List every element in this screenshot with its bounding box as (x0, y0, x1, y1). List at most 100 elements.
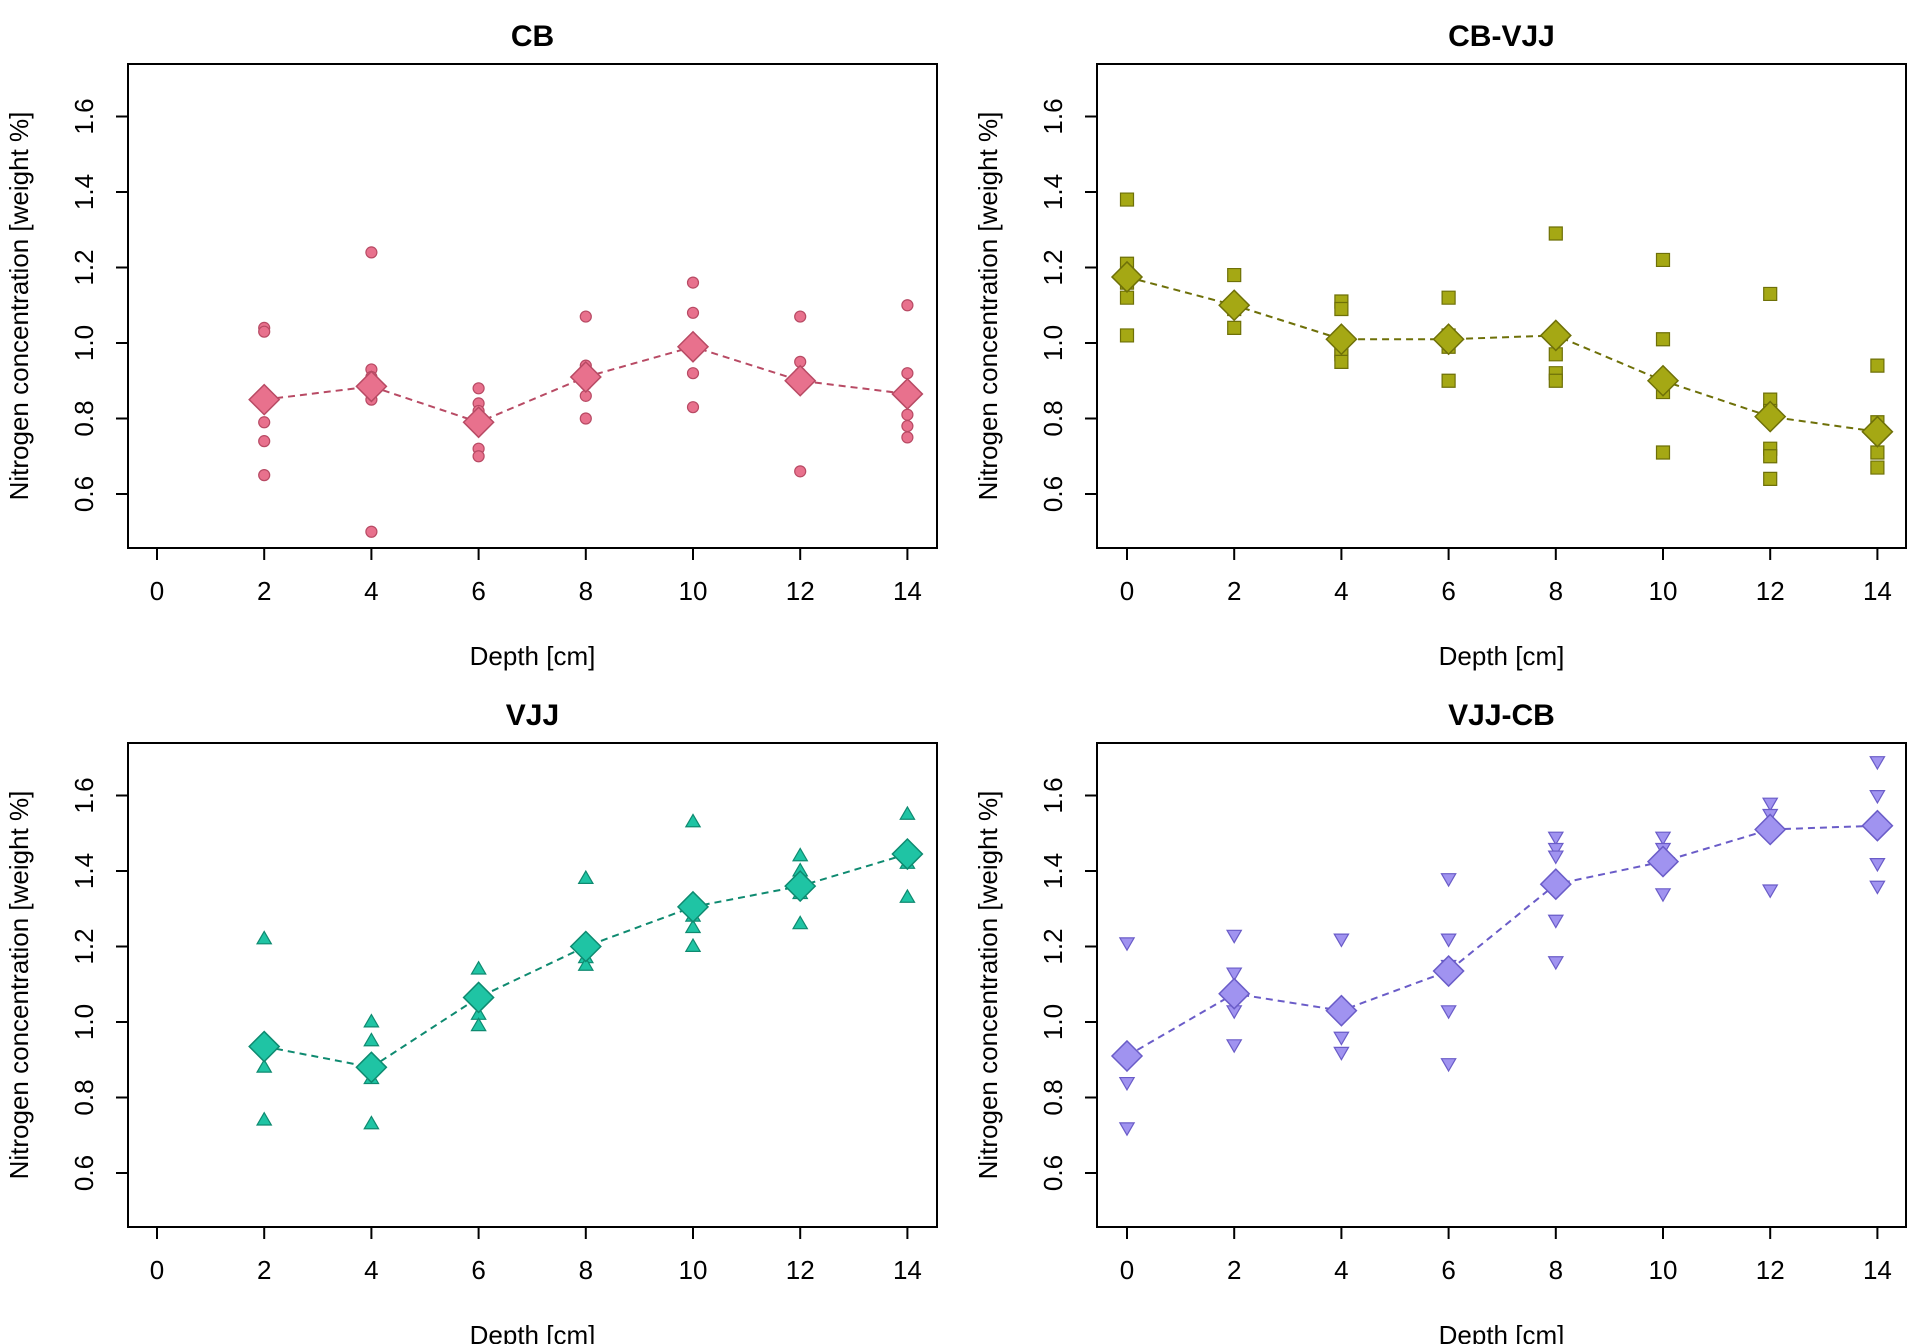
data-point (1118, 1076, 1136, 1092)
x-axis-label: Depth [cm] (1439, 1320, 1565, 1344)
data-point (1334, 301, 1349, 317)
data-point (901, 431, 914, 444)
x-tick-label: 4 (1334, 1255, 1348, 1285)
x-tick-label: 2 (257, 576, 271, 606)
y-tick-label: 1.0 (1038, 325, 1068, 361)
x-tick-label: 4 (1334, 576, 1348, 606)
x-tick-label: 12 (1756, 1255, 1785, 1285)
mean-point (1325, 994, 1358, 1027)
mean-point (1432, 323, 1465, 356)
data-point (1547, 956, 1564, 971)
mean-point (1110, 1039, 1144, 1073)
data-point (472, 450, 485, 463)
data-point (1870, 445, 1885, 460)
y-tick-label: 1.4 (69, 174, 99, 210)
data-point (1870, 460, 1885, 475)
mean-point (891, 377, 924, 411)
data-point (363, 1013, 380, 1028)
mean-point (676, 890, 710, 923)
data-point (1547, 831, 1564, 846)
data-point (686, 306, 700, 319)
y-tick-label: 1.0 (69, 325, 99, 361)
y-tick-label: 0.6 (1038, 1155, 1068, 1191)
y-tick-label: 1.4 (1038, 174, 1068, 210)
data-point (1227, 320, 1242, 335)
mean-point (1218, 289, 1251, 322)
data-point (794, 465, 807, 478)
panel-title: CB (511, 20, 554, 53)
data-point (363, 1115, 380, 1130)
data-point (1763, 471, 1778, 486)
mean-point (1110, 260, 1144, 293)
data-point (1547, 842, 1564, 858)
x-tick-label: 8 (1549, 576, 1563, 606)
mean-point (355, 370, 388, 403)
mean-point (569, 360, 602, 394)
data-point (1441, 373, 1456, 388)
y-axis-label: Nitrogen concentration [weight %] (973, 791, 1003, 1180)
data-point (1654, 831, 1672, 846)
data-point (1118, 937, 1136, 952)
y-tick-label: 1.6 (69, 777, 99, 813)
data-point (901, 367, 914, 380)
mean-point (1861, 809, 1894, 842)
data-point (1870, 358, 1885, 373)
mean-point (248, 1030, 281, 1063)
x-tick-label: 12 (786, 1255, 815, 1285)
y-tick-label: 0.8 (1038, 400, 1068, 436)
x-tick-label: 2 (1227, 1255, 1241, 1285)
mean-point (784, 870, 817, 903)
y-tick-label: 1.2 (69, 928, 99, 964)
x-tick-label: 4 (364, 576, 378, 606)
mean-point (462, 981, 495, 1014)
data-point (1227, 267, 1242, 283)
y-tick-label: 0.6 (69, 476, 99, 512)
data-point (794, 310, 807, 323)
mean-point (1754, 813, 1787, 846)
data-point (792, 847, 809, 862)
y-tick-label: 1.6 (1038, 98, 1068, 134)
x-tick-label: 6 (1441, 576, 1455, 606)
data-point (1440, 933, 1457, 948)
data-point (1655, 332, 1671, 347)
data-point (365, 246, 378, 259)
data-point (901, 419, 914, 433)
data-point (258, 435, 271, 448)
x-tick-label: 0 (1120, 1255, 1134, 1285)
mean-point (569, 930, 602, 963)
mean-point (784, 364, 817, 397)
x-tick-label: 10 (679, 1255, 708, 1285)
data-point (1333, 1046, 1350, 1061)
data-point (1655, 445, 1671, 460)
x-tick-label: 14 (893, 576, 922, 606)
y-tick-label: 1.4 (1038, 853, 1068, 889)
x-tick-label: 2 (257, 1255, 271, 1285)
plot-frame (127, 742, 938, 1228)
x-tick-label: 6 (1441, 1255, 1455, 1285)
data-point (1548, 373, 1563, 388)
data-point (1441, 290, 1456, 305)
plot-frame (127, 63, 938, 549)
data-point (365, 525, 378, 538)
data-point (1333, 1031, 1350, 1046)
y-tick-label: 1.2 (1038, 928, 1068, 964)
data-point (901, 299, 914, 312)
mean-point (676, 330, 710, 363)
y-tick-label: 1.2 (1038, 249, 1068, 285)
panel-title: VJJ (506, 699, 559, 732)
data-point (1763, 286, 1778, 302)
y-tick-label: 1.4 (69, 853, 99, 889)
data-point (258, 325, 271, 338)
y-tick-label: 0.8 (69, 1079, 99, 1115)
x-tick-label: 0 (150, 1255, 164, 1285)
x-tick-label: 6 (471, 576, 485, 606)
mean-point (1646, 845, 1680, 878)
x-tick-label: 2 (1227, 576, 1241, 606)
x-tick-label: 8 (579, 576, 593, 606)
data-point (1547, 850, 1564, 865)
panel-title: VJJ-CB (1448, 699, 1555, 732)
x-axis-label: Depth [cm] (470, 641, 596, 671)
data-point (1869, 857, 1886, 873)
data-point (1119, 328, 1135, 343)
chart-panel-cb: CB 0 2 4 6 8 10 12 14 0.6 0.8 1.0 1.2 1.4 1.6 Depth [cm… (4, 20, 938, 671)
